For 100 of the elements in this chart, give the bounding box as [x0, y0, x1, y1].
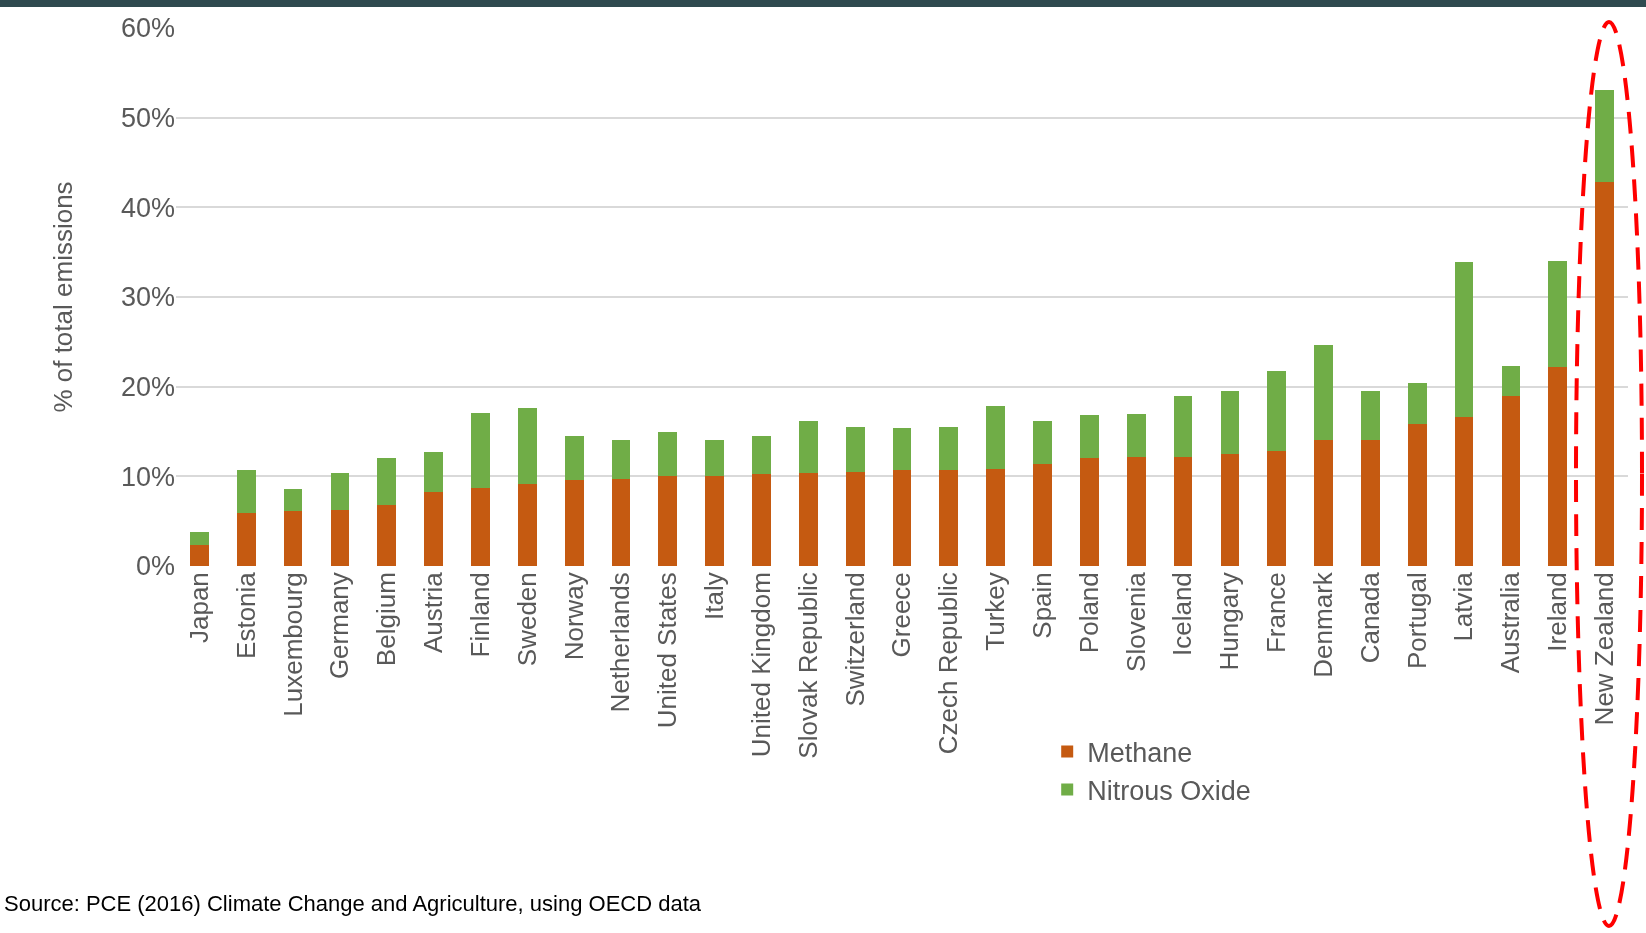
bar	[236, 513, 256, 566]
bar	[658, 476, 678, 566]
bar	[1220, 453, 1240, 566]
x-tick-label: Belgium	[371, 572, 402, 667]
y-tick-label: 40%	[120, 192, 175, 223]
x-tick-label: Hungary	[1214, 572, 1245, 671]
bar	[1033, 420, 1052, 464]
x-tick-label: Iceland	[1167, 572, 1198, 657]
bar	[283, 488, 303, 512]
bar	[283, 511, 303, 566]
bar	[424, 491, 443, 566]
x-tick-label: Switzerland	[839, 572, 870, 707]
x-tick-label: Ireland	[1542, 572, 1573, 652]
source-note: Source: PCE (2016) Climate Change and Agriculture, using OECD data	[4, 891, 702, 916]
y-tick-label: 50%	[120, 103, 175, 134]
x-tick-label: Denmark	[1308, 571, 1338, 678]
bar	[611, 440, 631, 480]
bar	[564, 479, 584, 566]
x-tick-label: Finland	[464, 572, 495, 658]
bar	[471, 487, 490, 566]
x-tick-label: Latvia	[1448, 571, 1479, 642]
bar	[1314, 440, 1333, 566]
x-tick-label: Netherlands	[605, 572, 636, 713]
bar	[236, 470, 256, 514]
y-tick-label: 0%	[135, 551, 175, 582]
x-tick-label: United States	[652, 572, 683, 729]
x-tick-label: Turkey	[980, 572, 1011, 651]
x-tick-label: Australia	[1495, 571, 1526, 674]
x-tick-label: Luxembourg	[277, 572, 308, 717]
x-tick-label: Japan	[183, 572, 214, 644]
bar	[1267, 451, 1287, 566]
bar	[1126, 413, 1146, 457]
x-tick-label: Portugal	[1401, 572, 1432, 670]
bar	[1033, 463, 1052, 566]
x-tick-label: New Zealand	[1589, 572, 1620, 726]
bar	[798, 420, 818, 473]
bar	[190, 545, 209, 566]
bar	[330, 472, 350, 511]
x-tick-label: Slovak Republic	[792, 572, 823, 759]
bar	[1501, 366, 1521, 396]
x-tick-label: Estonia	[230, 571, 261, 659]
bar	[845, 427, 865, 472]
bar	[377, 505, 397, 566]
bar	[1267, 371, 1287, 452]
bar	[798, 472, 818, 566]
x-tick-label: Poland	[1073, 572, 1104, 654]
bar	[1548, 261, 1568, 367]
x-tick-label: Czech Republic	[933, 572, 964, 755]
bar	[1407, 383, 1427, 425]
bar	[330, 510, 350, 566]
x-tick-label: Sweden	[511, 572, 542, 667]
y-tick-label: 60%	[120, 13, 175, 44]
bar	[1501, 395, 1521, 566]
bar	[752, 435, 771, 474]
bar	[705, 439, 725, 477]
bar	[939, 470, 959, 566]
bar	[986, 406, 1006, 470]
bar	[1548, 366, 1568, 566]
bar	[377, 458, 397, 506]
bar	[1079, 458, 1099, 566]
bar	[471, 412, 490, 488]
bar	[1361, 391, 1380, 440]
bar	[1407, 424, 1427, 566]
x-tick-label: Slovenia	[1120, 571, 1151, 672]
bar	[1126, 456, 1146, 566]
x-tick-label: Italy	[699, 572, 730, 620]
x-tick-label: Spain	[1026, 572, 1057, 639]
bar	[1173, 395, 1193, 457]
bar	[1454, 262, 1474, 418]
bar	[658, 431, 678, 477]
x-tick-label: United Kingdom	[745, 572, 776, 758]
x-tick-label: Canada	[1354, 571, 1385, 664]
y-tick-label: 20%	[120, 372, 175, 403]
x-tick-label: Austria	[418, 571, 449, 654]
y-tick-label: 30%	[120, 282, 175, 313]
bar	[705, 476, 725, 566]
y-axis-title: % of total emissions	[48, 181, 79, 413]
bar	[564, 435, 584, 480]
x-tick-label: Norway	[558, 572, 589, 661]
bar	[1454, 417, 1474, 566]
bar	[892, 470, 912, 566]
bar	[752, 473, 771, 566]
bar	[1173, 456, 1193, 566]
bar	[517, 484, 537, 566]
y-tick-label: 10%	[120, 461, 175, 492]
bar	[190, 531, 209, 546]
bar	[1595, 89, 1614, 183]
bar	[1595, 182, 1614, 566]
bar	[1079, 415, 1099, 459]
bar	[611, 479, 631, 566]
legend-label: Methane	[1087, 737, 1193, 768]
bar	[892, 427, 912, 471]
bar	[424, 452, 443, 492]
x-tick-label: Greece	[886, 572, 917, 658]
bar	[845, 471, 865, 566]
x-tick-label: Germany	[324, 572, 355, 680]
x-tick-label: France	[1261, 572, 1292, 654]
bar	[1361, 439, 1380, 566]
bar	[517, 408, 537, 485]
bar	[1314, 344, 1333, 441]
